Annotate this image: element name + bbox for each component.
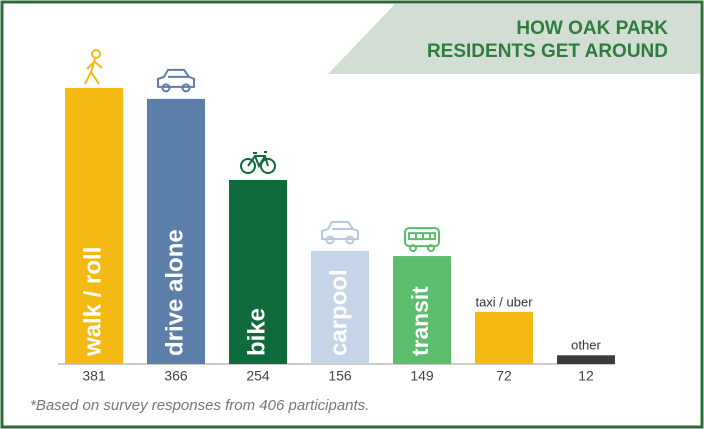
footnote: *Based on survey responses from 406 part… (30, 397, 369, 414)
icon-part (91, 49, 101, 59)
bar (65, 88, 123, 364)
category-label: transit (407, 286, 433, 356)
icon (404, 227, 440, 253)
icon (321, 220, 359, 245)
chart-title: RESIDENTS GET AROUND (427, 41, 668, 62)
category-label: carpool (325, 269, 352, 356)
value-label: 12 (578, 368, 594, 384)
value-label: 156 (328, 368, 352, 384)
icon-part (427, 244, 435, 253)
icon-part (260, 158, 276, 174)
bar (147, 98, 205, 364)
value-label: 254 (246, 368, 270, 384)
icon (84, 49, 103, 85)
category-label: drive alone (161, 229, 188, 356)
icon (240, 151, 276, 174)
icon-part (321, 220, 359, 240)
category-label: taxi / uber (475, 294, 533, 309)
icon-part (161, 83, 171, 93)
bar (557, 355, 615, 364)
bar (393, 256, 451, 364)
title-box (328, 4, 700, 74)
bar (475, 311, 533, 364)
icon-part (409, 244, 417, 253)
icon-part (404, 227, 440, 248)
icon-part (247, 151, 269, 169)
bar (229, 180, 287, 364)
category-label: walk / roll (79, 247, 106, 357)
icon-part (345, 235, 355, 245)
icon-part (84, 58, 103, 85)
icon-part (157, 68, 195, 88)
icon (157, 68, 195, 93)
chart-title: HOW OAK PARK (516, 18, 668, 39)
value-label: 149 (410, 368, 434, 384)
value-label: 381 (82, 368, 106, 384)
bar (311, 250, 369, 364)
category-label: bike (243, 308, 270, 356)
icon-part (325, 235, 335, 245)
icon-part (408, 232, 436, 241)
icon-part (240, 158, 256, 174)
value-label: 72 (496, 368, 512, 384)
category-label: other (571, 338, 601, 353)
value-label: 366 (164, 368, 188, 384)
icon-part (181, 83, 191, 93)
